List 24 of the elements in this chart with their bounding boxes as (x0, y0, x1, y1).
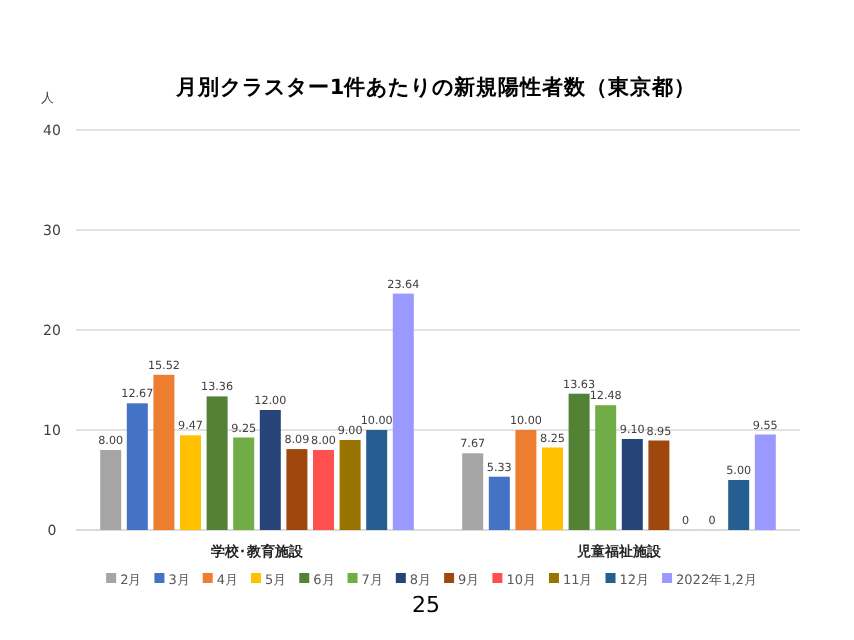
bar (462, 453, 484, 530)
bar (100, 450, 122, 530)
bar (392, 293, 414, 530)
chart-title: 月別クラスター1件あたりの新規陽性者数（東京都） (173, 74, 697, 100)
bar (126, 403, 148, 530)
bar (621, 439, 643, 530)
bar (648, 440, 670, 530)
bar (568, 393, 590, 530)
bar (595, 405, 617, 530)
bar (206, 396, 228, 530)
bar (366, 430, 388, 530)
bar (259, 410, 281, 530)
bar (515, 430, 537, 530)
bar (488, 476, 510, 530)
bar (233, 437, 255, 530)
bar (542, 447, 563, 530)
bar (754, 434, 776, 530)
bar (286, 449, 308, 530)
bar (153, 374, 175, 530)
bar (313, 450, 334, 530)
bar (339, 440, 361, 530)
bar (728, 480, 750, 530)
text: 25 (412, 592, 440, 618)
bar (180, 435, 201, 530)
